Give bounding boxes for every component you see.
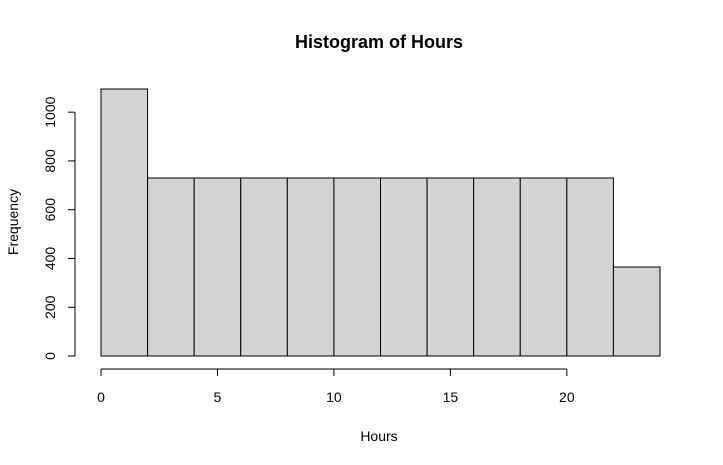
y-tick-label: 800: [42, 149, 58, 173]
x-tick-label: 15: [443, 389, 459, 405]
histogram-bar: [286, 177, 335, 357]
x-tick-label: 0: [97, 389, 105, 405]
histogram-bar: [333, 177, 381, 357]
bars-group: [100, 88, 661, 357]
histogram-bar: [473, 177, 521, 357]
histogram-bar: [147, 177, 195, 357]
x-tick-label: 20: [559, 389, 575, 405]
x-axis-label: Hours: [360, 428, 397, 444]
histogram-bar: [426, 177, 475, 357]
x-tick-label: 10: [326, 389, 342, 405]
histogram-bar: [612, 266, 661, 357]
histogram-bar: [566, 177, 614, 357]
y-tick-label: 200: [42, 295, 58, 319]
y-tick-label: 600: [42, 198, 58, 222]
x-axis: 0 5 10 15 20: [97, 368, 575, 405]
histogram-bar: [100, 88, 149, 357]
histogram-bar: [193, 177, 242, 357]
histogram-bar: [519, 177, 568, 357]
y-tick-label: 1000: [42, 96, 58, 127]
histogram-bar: [240, 177, 288, 357]
histogram-bar: [380, 177, 428, 357]
y-axis-label: Frequency: [5, 189, 21, 255]
y-tick-label: 0: [42, 352, 58, 360]
y-axis: 0 200 400 600 800 1000: [42, 96, 76, 360]
x-tick-label: 5: [214, 389, 222, 405]
y-tick-label: 400: [42, 247, 58, 271]
chart-title: Histogram of Hours: [295, 32, 463, 52]
